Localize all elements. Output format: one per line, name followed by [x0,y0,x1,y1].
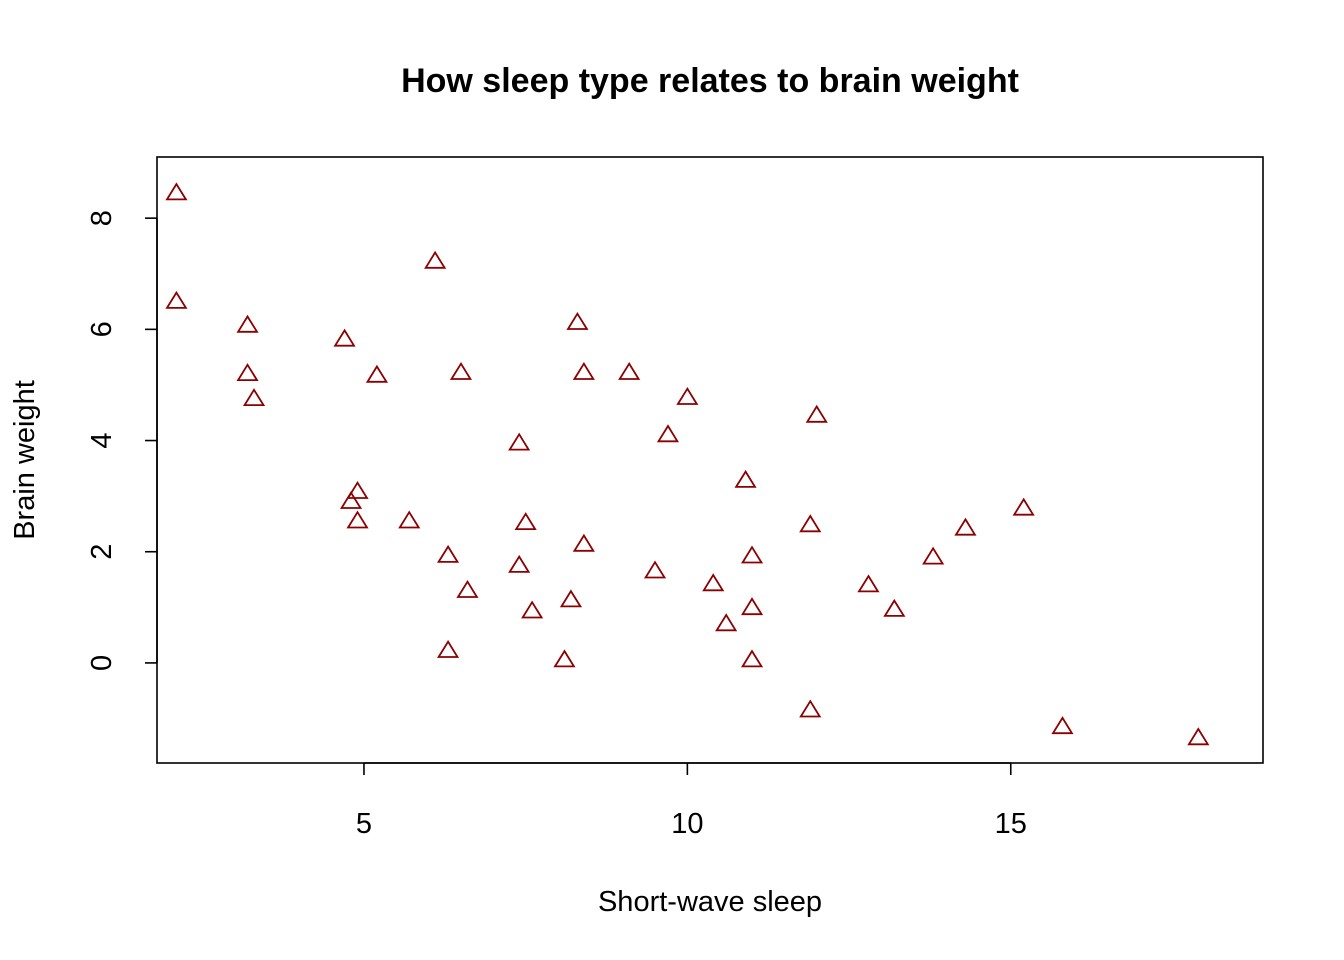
chart-title: How sleep type relates to brain weight [401,62,1019,100]
data-point [1012,497,1035,516]
data-point [572,361,595,380]
data-point [715,613,738,632]
data-point [508,432,531,451]
data-point [236,363,259,382]
data-point [346,510,369,529]
data-point [740,649,764,668]
data-point [559,589,583,608]
data-point [734,469,757,488]
data-point [954,517,977,536]
data-point [676,386,699,405]
data-point [365,364,389,383]
data-point [805,404,828,423]
x-tick-label: 5 [356,808,372,840]
data-point [514,512,537,530]
data-point [398,510,421,529]
data-point [572,533,595,552]
y-axis-label: Brain weight [9,380,41,540]
y-tick-label: 8 [86,210,118,226]
data-point [799,514,822,533]
data-point [449,361,473,380]
data-point [456,579,479,598]
x-tick-label: 10 [671,808,703,840]
y-tick-label: 4 [86,432,118,448]
data-point [436,544,460,563]
data-point [740,597,764,616]
x-tick-label: 15 [995,808,1027,840]
data-point [883,598,906,617]
data-point [333,328,356,347]
data-point [242,388,266,407]
data-point [740,545,764,564]
data-point [436,639,460,658]
data-point [346,480,369,499]
data-point [1051,716,1074,735]
data-point [521,600,544,619]
data-points [165,182,1210,746]
plot-frame [156,156,1264,764]
data-point [857,574,880,593]
data-point [922,546,945,565]
y-tick-label: 0 [86,655,118,671]
y-axis: 0 2 4 6 8 [86,210,158,671]
y-tick-label: 6 [86,321,118,337]
data-point [656,424,680,443]
data-point [1187,727,1210,746]
data-point [165,182,188,201]
data-point [618,361,641,380]
data-point [702,573,725,592]
x-axis: 5 10 15 [356,762,1027,840]
data-point [643,560,667,579]
data-point [424,250,447,269]
data-point [508,554,531,573]
data-point [553,649,576,668]
x-axis-label: Short-wave sleep [598,886,822,918]
data-point [566,311,589,330]
data-point [165,290,188,309]
data-point [339,490,363,509]
y-tick-label: 2 [86,544,118,560]
data-point [236,314,259,333]
data-point [799,699,822,718]
